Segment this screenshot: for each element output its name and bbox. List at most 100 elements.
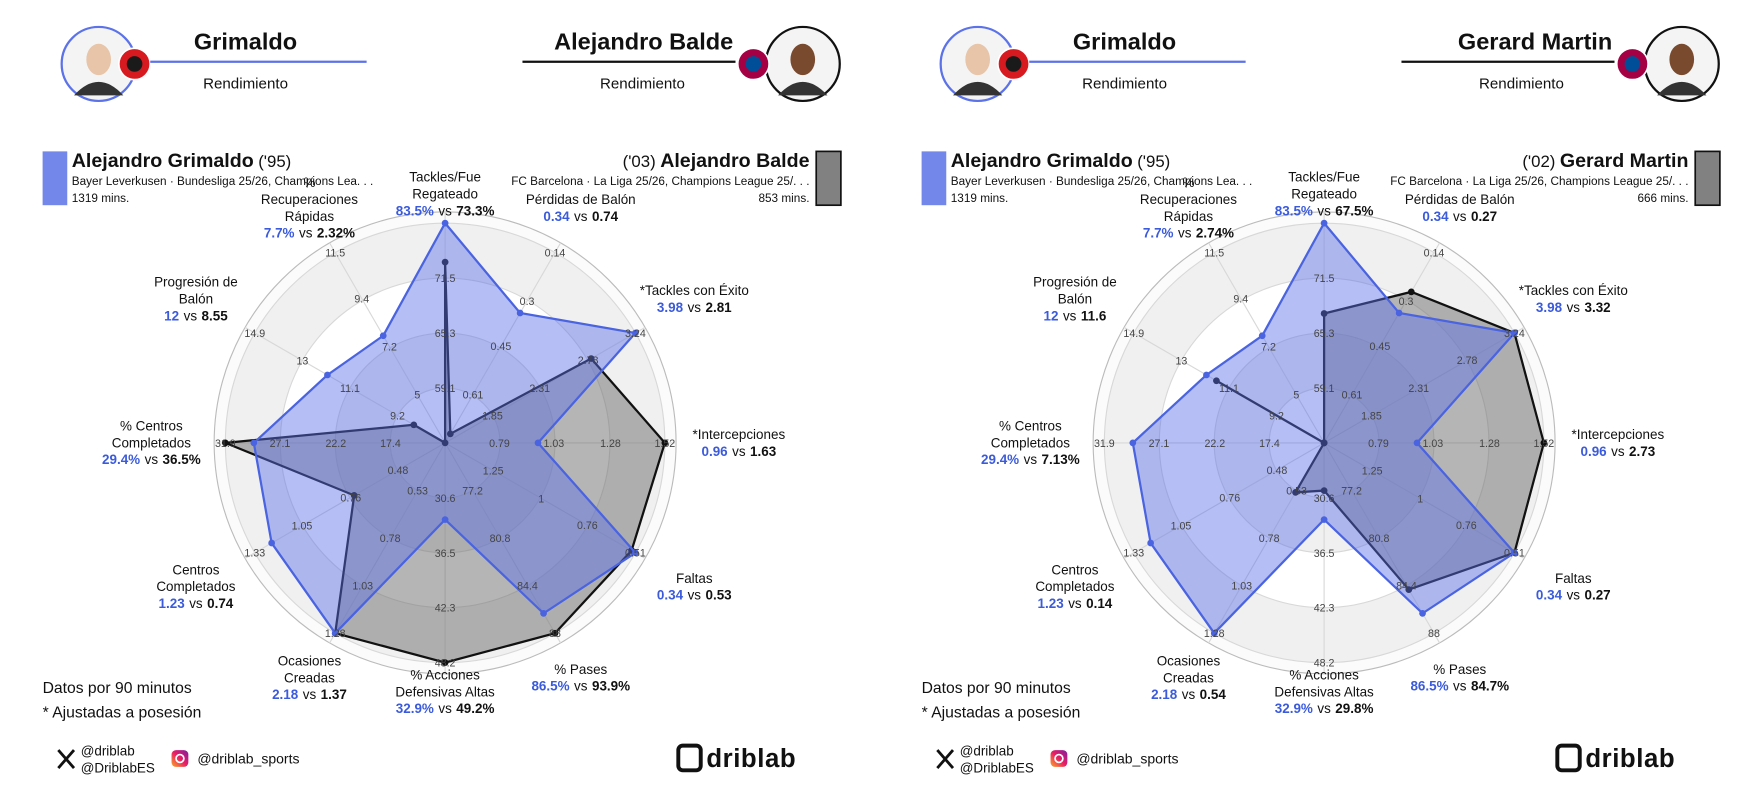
legend-name-text: Alejandro Grimaldo [951,150,1133,172]
radar-point [1258,332,1266,340]
value-label: 86.5% vs 84.7% [1410,679,1509,694]
axis-tick-label: 71.5 [1314,273,1335,285]
brand-logo: driblab [1585,745,1675,773]
axis-tick-label: 0.61 [463,389,484,401]
axis-tick-label: 0.14 [545,248,566,260]
club-badge-inner [1624,56,1641,72]
radar-point [534,439,542,447]
value-label: 32.9% vs 29.8% [1275,701,1374,716]
radar-point [1405,586,1413,593]
axis-tick-label: 1.03 [543,438,564,450]
legend-team: Bayer Leverkusen · Bundesliga 25/26, Cha… [951,175,1253,188]
axis-tick-label: 0.14 [1424,248,1445,260]
value-label-right: 67.5% [1335,203,1373,218]
x-icon [57,749,76,769]
axis-tick-label: 22.2 [1204,438,1225,450]
axis-tick-label: 0.45 [1370,341,1391,353]
legend-swatch [921,151,947,206]
radar-point [1395,309,1403,317]
axis-tick-label: 5 [1293,390,1299,402]
legend-name: ('03) Alejandro Balde [623,150,810,172]
radar-point [1511,549,1518,557]
instagram-icon [171,750,189,767]
axis-tick-label: 48.2 [1314,658,1335,670]
axis-tick-label: 1.52 [1533,438,1554,450]
category-label: Regateado [412,186,478,201]
value-label-left: 3.98 [1536,300,1563,315]
category-label: *Tackles con Éxito [1519,283,1628,298]
x-handle: @DriblabES [81,761,155,776]
legend-team: Bayer Leverkusen · Bundesliga 25/26, Cha… [72,175,374,188]
value-label-right: 8.55 [202,308,229,323]
axis-tick-label: 1.33 [244,548,265,560]
axis-tick-label: 0.78 [380,533,401,545]
value-separator: vs [1068,596,1082,611]
legend-team: FC Barcelona · La Liga 25/26, Champions … [1390,175,1688,188]
value-label: 0.34 vs 0.53 [657,588,732,603]
category-label: Balón [179,292,213,307]
axis-tick-label: 0.53 [1286,485,1307,497]
radar-point [1511,329,1518,337]
value-label-right: 36.5% [163,452,201,467]
category-label: Progresión de [1033,275,1117,290]
axis-tick-label: 1.28 [1204,628,1225,640]
category-label: Rápidas [285,209,335,224]
axis-tick-label: 17.4 [380,438,401,450]
value-label: 83.5% vs 73.3% [396,203,495,218]
axis-tick-label: 7.2 [1261,342,1276,354]
value-label: 83.5% vs 67.5% [1275,203,1374,218]
value-label: 0.34 vs 0.27 [1536,588,1611,603]
axis-tick-label: 11.5 [325,248,345,260]
player-body [952,81,1003,96]
header-subtitle: Rendimiento [1479,76,1564,93]
category-label: *Intercepciones [1572,427,1665,442]
value-label-left: 83.5% [1275,203,1313,218]
value-label: 7.7% vs 2.74% [1143,226,1234,241]
x-handle: @DriblabES [960,761,1034,776]
category-label: Centros [1051,562,1098,577]
category-label: % Centros [120,419,183,434]
value-label-left: 32.9% [396,701,434,716]
axis-tick-label: 77.2 [1341,485,1362,497]
radar-point [1320,219,1328,227]
value-label: 86.5% vs 93.9% [531,679,630,694]
value-label-left: 29.4% [981,452,1019,467]
legend-born: ('02) [1522,152,1555,171]
value-label: 29.4% vs 7.13% [981,452,1080,467]
axis-tick-label: 1 [1417,493,1423,505]
axis-tick-label: 1.05 [1171,520,1192,532]
player-face [965,43,990,76]
axis-tick-label: 0.51 [625,548,646,560]
x-handle: @driblab [81,744,135,759]
axis-tick-label: 0.76 [577,520,598,532]
club-badge-inner [745,56,762,72]
category-label: Completados [156,579,235,594]
value-label-left: 32.9% [1275,701,1313,716]
value-separator: vs [688,588,702,603]
category-label: Recuperaciones [1140,192,1237,207]
radar-point [661,439,669,447]
radar-point [1213,377,1220,385]
axis-tick-label: 1.03 [352,581,373,593]
brand-icon [676,743,703,773]
axis-tick-label: 5 [414,390,420,402]
legend-minutes: 853 mins. [758,192,809,205]
value-separator: vs [1317,203,1331,218]
value-label-right: 2.32% [317,226,355,241]
axis-tick-label: 59.1 [435,383,456,395]
axis-tick-label: 3.24 [625,328,646,340]
radar-point [632,549,639,557]
value-label: 0.96 vs 1.63 [701,444,776,459]
value-separator: vs [1453,679,1467,694]
axis-tick-label: 0.51 [1504,548,1525,560]
radar-point [331,629,339,637]
axis-tick-label: 0.3 [1399,296,1414,308]
value-label-right: 1.63 [750,444,776,459]
x-icon [936,749,955,769]
axis-tick-label: 9.4 [354,293,369,305]
value-label-right: 0.14 [1086,596,1113,611]
axis-tick-label: 30.6 [435,493,456,505]
axis-tick-label: 0.61 [1342,389,1363,401]
panel: Grimaldo Rendimiento Gerard Martin Rendimie… [921,25,1721,776]
value-separator: vs [1317,701,1331,716]
